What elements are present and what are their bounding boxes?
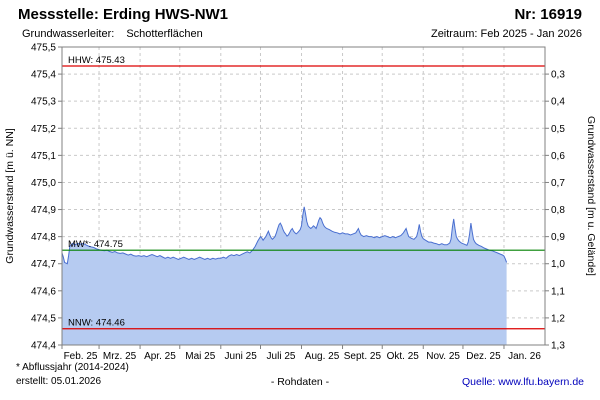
ref-line-label-hhw: HHW: 475.43 [68,55,125,66]
y-axis-tick-label-left: 475,2 [31,124,56,135]
series-area [62,206,507,345]
y-axis-tick-label-left: 474,5 [31,313,56,324]
x-axis-tick-label: Aug. 25 [305,351,340,362]
y-axis-tick-label-left: 474,7 [31,259,56,270]
ref-line-label-mw: MW*: 474.75 [68,239,123,250]
x-axis-tick-label: Okt. 25 [387,351,420,362]
aquifer: Grundwasserleiter: Schotterflächen [22,28,203,40]
created-date: erstellt: 05.01.2026 [16,376,102,387]
y-axis-tick-label-left: 475,5 [31,43,56,54]
y-axis-tick-label-right: 0,3 [551,70,565,81]
header-row: Messstelle: Erding HWS-NW1 Nr: 16919 [18,6,582,23]
aquifer-value: Schotterflächen [126,28,203,40]
y-axis-tick-label-right: 0,7 [551,178,565,189]
y-axis-tick-label-right: 0,6 [551,151,565,162]
y-axis-tick-label-right: 0,4 [551,97,565,108]
rohdaten-label: - Rohdaten - [270,376,330,388]
y-axis-tick-label-right: 1,3 [551,341,565,352]
series-line [61,206,508,265]
ref-line-label-nnw: NNW: 474.46 [68,318,125,329]
source-link[interactable]: Quelle: www.lfu.bayern.de [462,376,584,388]
y-axis-tick-label-right: 1,2 [551,313,565,324]
y-axis-title-left: Grundwasserstand [m ü. NN] [4,128,16,263]
y-axis-tick-label-left: 474,8 [31,232,56,243]
x-axis-tick-label: Nov. 25 [426,351,460,362]
y-axis-tick-label-left: 474,9 [31,205,56,216]
x-axis-tick-label: Juli 25 [267,351,296,362]
footnote-abflussjahr: * Abflussjahr (2014-2024) [16,362,129,373]
y-axis-tick-label-left: 475,0 [31,178,56,189]
x-axis-tick-label: Juni 25 [225,351,258,362]
x-axis-tick-label: Apr. 25 [144,351,176,362]
y-axis-tick-label-right: 0,9 [551,232,565,243]
subheader-row: Grundwasserleiter: Schotterflächen Zeitra… [22,28,582,40]
y-axis-tick-label-right: 1,1 [551,286,565,297]
period-label: Zeitraum: Feb 2025 - Jan 2026 [430,28,582,40]
y-axis-tick-label-right: 0,8 [551,205,565,216]
y-axis-tick-label-left: 475,4 [31,70,56,81]
y-axis-title-right: Grundwasserstand [m u. Gelände] [585,116,597,276]
x-axis-tick-label: Mrz. 25 [103,351,137,362]
x-axis-tick-label: Dez. 25 [466,351,501,362]
x-axis-tick-label: Jan. 26 [508,351,541,362]
plot-border [61,46,546,346]
x-axis-tick-label: Feb. 25 [64,351,98,362]
y-axis-tick-label-right: 1,0 [551,259,565,270]
y-axis-tick-label-left: 475,3 [31,97,56,108]
aquifer-label: Grundwasserleiter: [22,28,115,40]
y-axis-tick-label-right: 0,5 [551,124,565,135]
y-axis-tick-label-left: 474,4 [31,341,56,352]
x-axis-tick-label: Mai 25 [185,351,215,362]
y-axis-tick-label-left: 475,1 [31,151,56,162]
x-axis-tick-label: Sept. 25 [344,351,382,362]
station-number: Nr: 16919 [514,6,582,23]
y-axis-tick-label-left: 474,6 [31,286,56,297]
station-title: Messstelle: Erding HWS-NW1 [18,6,229,23]
